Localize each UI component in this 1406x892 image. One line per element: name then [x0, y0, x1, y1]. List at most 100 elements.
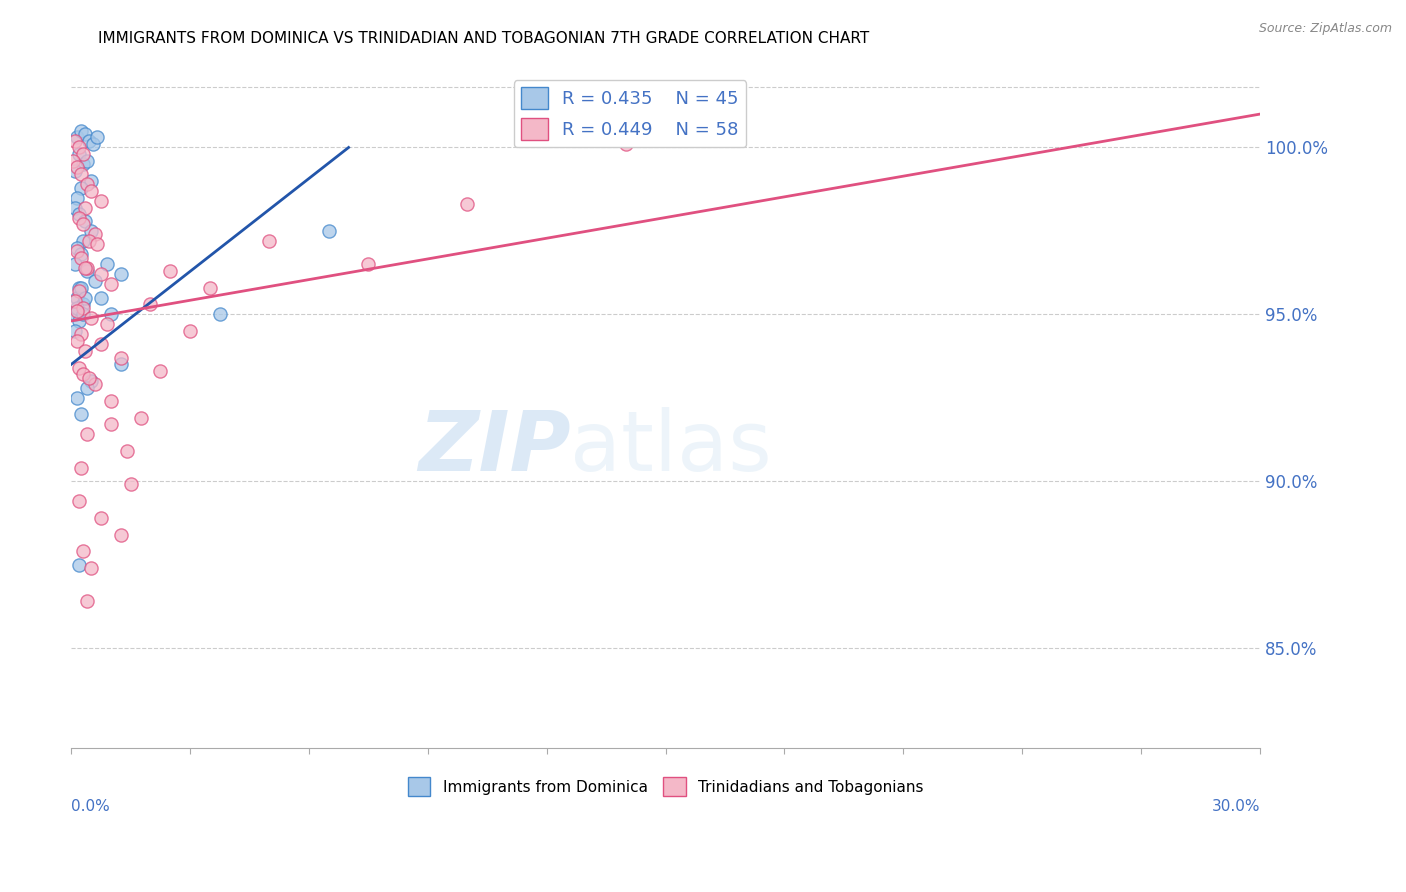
- Point: [66, 130, 89, 145]
- Point: [72, 147, 94, 161]
- Point: [614, 137, 637, 152]
- Point: [67, 280, 90, 294]
- Point: [110, 267, 132, 281]
- Point: [318, 224, 340, 238]
- Point: [66, 244, 89, 258]
- Point: [120, 477, 142, 491]
- Text: 0.0%: 0.0%: [72, 799, 110, 814]
- Point: [86, 130, 108, 145]
- Point: [72, 544, 94, 558]
- Point: [100, 417, 122, 432]
- Point: [70, 408, 93, 422]
- Point: [66, 391, 89, 405]
- Point: [80, 561, 103, 575]
- Point: [100, 277, 122, 292]
- Point: [159, 264, 181, 278]
- Point: [80, 184, 103, 198]
- Point: [70, 251, 93, 265]
- Point: [70, 167, 93, 181]
- Point: [75, 201, 97, 215]
- Point: [63, 134, 86, 148]
- Point: [90, 337, 112, 351]
- Point: [96, 318, 118, 332]
- Point: [75, 343, 97, 358]
- Point: [357, 257, 380, 271]
- Point: [76, 264, 98, 278]
- Point: [66, 334, 89, 348]
- Point: [80, 224, 103, 238]
- Point: [110, 357, 132, 371]
- Point: [76, 153, 98, 168]
- Point: [179, 324, 201, 338]
- Point: [80, 174, 103, 188]
- Point: [149, 364, 172, 378]
- Point: [72, 157, 94, 171]
- Point: [72, 297, 94, 311]
- Point: [66, 190, 89, 204]
- Point: [76, 427, 98, 442]
- Point: [84, 227, 107, 242]
- Point: [259, 234, 281, 248]
- Point: [72, 234, 94, 248]
- Point: [129, 410, 152, 425]
- Point: [80, 374, 103, 388]
- Point: [76, 177, 98, 191]
- Point: [67, 207, 90, 221]
- Legend: Immigrants from Dominica, Trinidadians and Tobagonians: Immigrants from Dominica, Trinidadians a…: [402, 771, 929, 802]
- Point: [76, 260, 98, 275]
- Point: [115, 444, 138, 458]
- Point: [77, 234, 100, 248]
- Point: [75, 260, 97, 275]
- Text: atlas: atlas: [571, 407, 772, 488]
- Point: [70, 247, 93, 261]
- Point: [75, 214, 97, 228]
- Point: [76, 594, 98, 608]
- Point: [77, 134, 100, 148]
- Point: [70, 280, 93, 294]
- Point: [76, 381, 98, 395]
- Point: [70, 327, 93, 342]
- Point: [90, 511, 112, 525]
- Point: [63, 293, 86, 308]
- Point: [86, 237, 108, 252]
- Point: [208, 307, 231, 321]
- Point: [100, 307, 122, 321]
- Point: [90, 194, 112, 208]
- Point: [80, 310, 103, 325]
- Point: [110, 527, 132, 541]
- Point: [100, 394, 122, 409]
- Point: [75, 127, 97, 141]
- Point: [67, 314, 90, 328]
- Point: [90, 267, 112, 281]
- Point: [66, 301, 89, 315]
- Point: [67, 147, 90, 161]
- Text: 30.0%: 30.0%: [1212, 799, 1260, 814]
- Point: [66, 241, 89, 255]
- Point: [63, 257, 86, 271]
- Point: [67, 494, 90, 508]
- Point: [72, 217, 94, 231]
- Point: [72, 307, 94, 321]
- Text: IMMIGRANTS FROM DOMINICA VS TRINIDADIAN AND TOBAGONIAN 7TH GRADE CORRELATION CHA: IMMIGRANTS FROM DOMINICA VS TRINIDADIAN …: [98, 31, 870, 46]
- Point: [72, 368, 94, 382]
- Point: [110, 351, 132, 365]
- Point: [198, 280, 221, 294]
- Text: Source: ZipAtlas.com: Source: ZipAtlas.com: [1258, 22, 1392, 36]
- Point: [70, 124, 93, 138]
- Point: [63, 201, 86, 215]
- Point: [96, 257, 118, 271]
- Point: [67, 140, 90, 154]
- Point: [90, 291, 112, 305]
- Point: [66, 161, 89, 175]
- Point: [77, 370, 100, 384]
- Point: [82, 137, 104, 152]
- Point: [66, 291, 89, 305]
- Point: [67, 558, 90, 572]
- Point: [70, 180, 93, 194]
- Point: [72, 301, 94, 315]
- Point: [139, 297, 162, 311]
- Point: [67, 284, 90, 298]
- Point: [67, 360, 90, 375]
- Point: [70, 460, 93, 475]
- Point: [67, 211, 90, 225]
